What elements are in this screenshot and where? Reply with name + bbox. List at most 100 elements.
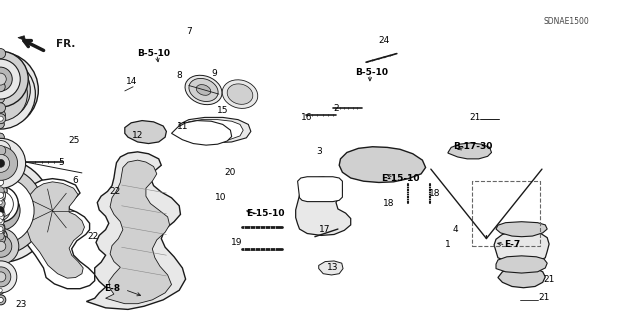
Polygon shape [125, 121, 166, 144]
Circle shape [0, 145, 6, 156]
Circle shape [0, 159, 4, 167]
Text: E-7: E-7 [504, 240, 520, 249]
Text: 20: 20 [225, 168, 236, 177]
Circle shape [0, 141, 11, 160]
Circle shape [0, 120, 4, 129]
Text: E-15-10: E-15-10 [246, 209, 285, 218]
Circle shape [0, 270, 4, 278]
Circle shape [0, 159, 52, 263]
Bar [472, 181, 540, 246]
Circle shape [0, 288, 3, 292]
Circle shape [0, 229, 3, 234]
Text: 24: 24 [378, 36, 390, 45]
Circle shape [0, 213, 4, 220]
Circle shape [0, 211, 4, 219]
Circle shape [0, 51, 28, 107]
Text: 21: 21 [543, 275, 555, 284]
Circle shape [0, 190, 6, 200]
Text: 7: 7 [186, 27, 191, 36]
Circle shape [0, 278, 3, 283]
Text: 4: 4 [453, 225, 458, 234]
Circle shape [0, 211, 4, 219]
Circle shape [0, 60, 30, 120]
Circle shape [0, 276, 6, 286]
Circle shape [0, 296, 4, 304]
Circle shape [0, 286, 4, 294]
Text: 25: 25 [68, 136, 79, 145]
Circle shape [0, 209, 4, 216]
Circle shape [0, 297, 3, 302]
Circle shape [0, 241, 6, 251]
Circle shape [0, 203, 4, 210]
Circle shape [0, 146, 17, 180]
Text: 8: 8 [177, 71, 182, 80]
Circle shape [0, 198, 4, 207]
Polygon shape [18, 36, 26, 41]
Text: FR.: FR. [56, 39, 76, 49]
Circle shape [0, 218, 4, 225]
Text: 21: 21 [469, 113, 481, 122]
Circle shape [0, 298, 2, 302]
Circle shape [0, 235, 12, 257]
Text: 5: 5 [58, 158, 63, 167]
Text: 18: 18 [429, 189, 441, 198]
Polygon shape [494, 230, 549, 262]
Circle shape [0, 201, 10, 220]
Circle shape [0, 219, 3, 223]
Circle shape [0, 217, 4, 225]
Circle shape [0, 267, 11, 287]
Circle shape [0, 194, 5, 203]
Text: B-5-10: B-5-10 [137, 49, 170, 58]
Circle shape [0, 206, 4, 215]
Circle shape [0, 201, 3, 204]
Circle shape [0, 272, 6, 282]
Ellipse shape [189, 78, 218, 101]
Circle shape [0, 77, 4, 85]
Text: 10: 10 [215, 193, 227, 202]
Ellipse shape [222, 80, 258, 108]
Circle shape [0, 207, 4, 214]
Circle shape [0, 177, 6, 188]
Polygon shape [498, 267, 545, 288]
Circle shape [0, 229, 7, 243]
Polygon shape [339, 147, 426, 182]
Circle shape [0, 138, 26, 188]
Circle shape [0, 190, 6, 200]
Circle shape [0, 212, 4, 219]
Circle shape [0, 176, 5, 185]
Text: B-17-30: B-17-30 [452, 142, 492, 151]
Text: 6: 6 [73, 176, 78, 185]
Circle shape [0, 207, 4, 214]
Circle shape [0, 116, 3, 121]
Circle shape [0, 203, 4, 210]
Circle shape [0, 67, 12, 91]
Circle shape [0, 157, 5, 167]
Circle shape [0, 192, 3, 198]
Circle shape [0, 110, 6, 120]
Circle shape [0, 272, 3, 276]
Text: 11: 11 [177, 122, 188, 130]
Circle shape [0, 59, 35, 129]
Polygon shape [296, 177, 351, 235]
Circle shape [0, 184, 7, 198]
Circle shape [0, 223, 5, 232]
Circle shape [0, 213, 4, 220]
Circle shape [0, 186, 19, 222]
Circle shape [0, 204, 4, 211]
Text: 14: 14 [125, 77, 137, 86]
Polygon shape [172, 121, 232, 145]
Circle shape [0, 224, 4, 232]
Circle shape [0, 204, 4, 211]
Circle shape [0, 243, 3, 247]
Circle shape [0, 103, 6, 113]
Circle shape [0, 190, 20, 231]
Text: 22: 22 [109, 187, 121, 196]
Circle shape [0, 193, 3, 198]
Text: B-5-10: B-5-10 [355, 68, 388, 77]
Circle shape [0, 202, 4, 209]
Polygon shape [106, 160, 172, 304]
Circle shape [0, 177, 6, 188]
Polygon shape [27, 182, 84, 278]
Polygon shape [298, 177, 342, 202]
Text: 19: 19 [231, 238, 243, 247]
